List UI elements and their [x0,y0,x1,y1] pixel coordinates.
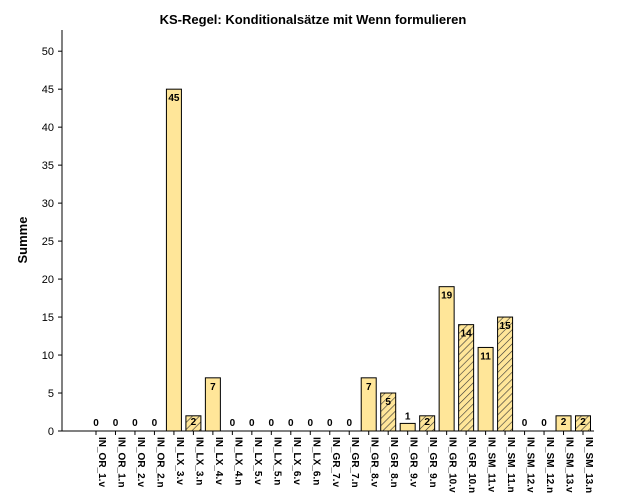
x-tick-label: IN_GR_7.n [349,437,360,488]
x-tick-label: IN_SM_13.n [583,437,594,493]
data-label: 7 [366,382,372,393]
chart-title: KS-Regel: Konditionalsätze mit Wenn form… [160,12,467,27]
data-label: 0 [230,418,236,429]
data-label: 2 [191,417,197,428]
bar [438,286,455,432]
y-tick-label: 20 [42,274,54,286]
y-axis-label: Summe [15,217,30,264]
x-tick-label: IN_LX_3.n [193,437,204,485]
x-tick-label: IN_LX_4.n [232,437,243,485]
x-tick-label: IN_GR_7.v [330,437,341,487]
data-label: 1 [405,411,411,422]
data-label: 45 [168,93,180,104]
x-tick-label: IN_SM_13.v [564,437,575,493]
y-tick-label: 50 [42,46,54,58]
y-tick-label: 45 [42,84,54,96]
x-tick-label: IN_SM_11.v [486,437,497,492]
data-label: 0 [249,418,255,429]
bar [497,316,514,432]
data-label: 0 [269,418,275,429]
data-label: 0 [113,418,119,429]
data-label: 0 [93,418,99,429]
data-label: 2 [424,417,430,428]
x-tick-label: IN_LX_4.v [213,437,224,485]
data-label: 0 [152,418,158,429]
data-label: 15 [500,321,512,332]
x-tick-label: IN_GR_9.n [427,437,438,488]
x-tick-label: IN_LX_3.v [174,437,185,485]
x-tick-label: IN_OR_1.v [96,437,107,487]
y-tick-label: 5 [48,388,54,400]
data-label: 2 [561,417,567,428]
bar [458,324,475,432]
data-label: 2 [580,417,586,428]
data-label: 7 [210,382,216,393]
y-tick-label: 10 [42,350,54,362]
x-tick-label: IN_OR_2.n [154,437,165,488]
x-tick-label: IN_LX_5.v [252,437,263,485]
x-tick-label: IN_OR_2.v [135,437,146,487]
data-label: 14 [461,329,473,340]
x-tick-label: IN_GR_10.v [447,437,458,493]
x-tick-label: IN_LX_6.v [291,437,302,485]
x-tick-label: IN_GR_8.v [369,437,380,487]
data-label: 0 [307,418,313,429]
y-tick-label: 0 [48,426,54,438]
data-label: 0 [346,418,352,429]
y-axis: 0 5 10 15 20 25 30 35 40 45 50 [42,30,63,438]
data-label: 19 [441,291,453,302]
x-tick-label: IN_SM_12.n [544,437,555,493]
x-tick-label: IN_GR_9.v [408,437,419,487]
data-label: 11 [480,351,491,362]
x-tick-label: IN_SM_11.n [505,437,516,493]
bar [165,88,182,432]
x-tick-label: IN_OR_1.n [115,437,126,488]
x-tick-label: IN_LX_5.n [271,437,282,485]
y-tick-label: 30 [42,198,54,210]
y-tick-label: 15 [42,312,54,324]
data-label: 5 [385,397,391,408]
y-tick-label: 40 [42,122,54,134]
data-label: 0 [541,418,547,429]
data-label: 0 [288,418,294,429]
y-tick-label: 35 [42,160,54,172]
x-tick-label: IN_LX_6.n [310,437,321,485]
data-label: 0 [132,418,138,429]
x-tick-label: IN_SM_12.v [525,437,536,493]
data-label: 0 [327,418,333,429]
x-axis: IN_OR_1.v IN_OR_1.n IN_OR_2.v IN_OR_2.n IN_L… [62,430,594,493]
y-tick-label: 25 [42,236,54,248]
x-tick-label: IN_GR_10.n [466,437,477,493]
x-tick-label: IN_GR_8.n [388,437,399,488]
bar [399,422,416,432]
data-label: 0 [522,418,528,429]
